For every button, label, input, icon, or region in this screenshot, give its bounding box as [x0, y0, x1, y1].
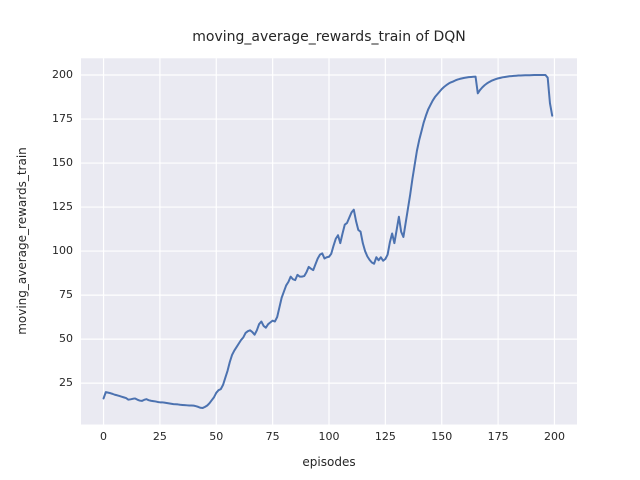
x-tick-label: 25 [152, 430, 167, 443]
x-tick-label: 175 [487, 430, 509, 443]
y-tick-label: 150 [52, 156, 73, 170]
x-tick-label: 50 [209, 430, 224, 443]
x-axis-label: episodes [302, 455, 356, 469]
chart-title: moving_average_rewards_train of DQN [192, 29, 466, 45]
y-axis-label: moving_average_rewards_train [15, 147, 29, 335]
y-tick-label: 25 [59, 376, 73, 390]
gridlines [81, 58, 577, 425]
y-tick-label: 200 [52, 68, 73, 82]
x-tick-label: 100 [318, 430, 340, 443]
y-tick-label: 75 [59, 288, 73, 302]
x-tick-label: 0 [100, 430, 108, 443]
x-tick-label: 125 [374, 430, 396, 443]
x-tick-label: 150 [431, 430, 453, 443]
x-tick-label: 200 [543, 430, 565, 443]
x-tick-label: 75 [265, 430, 280, 443]
y-tick-label: 175 [52, 112, 73, 126]
dqn-reward-line [102, 74, 554, 409]
y-tick-label: 125 [52, 200, 73, 214]
y-tick-label: 100 [52, 244, 73, 258]
y-tick-label: 50 [59, 332, 73, 346]
